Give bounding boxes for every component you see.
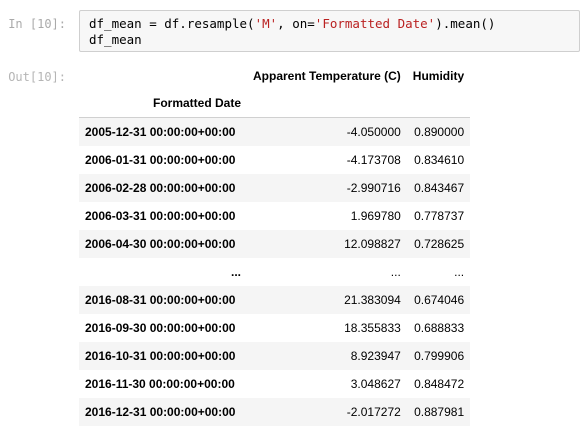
- row-index: 2016-11-30 00:00:00+00:00: [85, 377, 235, 391]
- row-index: 2016-09-30 00:00:00+00:00: [85, 321, 236, 335]
- cell-temperature: 1.969780: [350, 209, 401, 223]
- table-row: 2006-02-28 00:00:00+00:00 -2.990716 0.8434…: [79, 174, 471, 202]
- row-index: 2006-03-31 00:00:00+00:00: [85, 209, 236, 223]
- cell-temperature: -2.017272: [346, 405, 401, 419]
- row-index: 2006-02-28 00:00:00+00:00: [85, 181, 236, 195]
- cell-humidity: 0.834610: [414, 153, 465, 167]
- cell-temperature: -2.990716: [346, 181, 401, 195]
- dataframe-output: Apparent Temperature (C) Humidity Format…: [79, 63, 471, 426]
- cell-humidity: 0.848472: [414, 377, 465, 391]
- code-input-area[interactable]: df_mean = df.resample('M', on='Formatted…: [79, 10, 580, 52]
- index-name-row: Formatted Date: [79, 89, 471, 118]
- cell-humidity: 0.799906: [414, 349, 465, 363]
- corner-cell: [79, 63, 247, 89]
- column-header-temperature: Apparent Temperature (C): [253, 69, 401, 83]
- table-row: 2016-11-30 00:00:00+00:00 3.048627 0.84847…: [79, 370, 470, 398]
- cell-temperature: 18.355833: [344, 321, 401, 335]
- table-row: 2016-10-31 00:00:00+00:00 8.923947 0.79990…: [79, 342, 471, 370]
- cell-humidity: 0.688833: [414, 321, 465, 335]
- table-row: .........: [79, 258, 470, 286]
- column-header-row: Apparent Temperature (C) Humidity: [79, 63, 470, 89]
- cell-temperature: 3.048627: [350, 377, 401, 391]
- table-body: 2005-12-31 00:00:00+00:00 -4.050000 0.8900…: [79, 117, 471, 426]
- code-string: 'M': [254, 16, 278, 31]
- index-name-header: Formatted Date: [79, 89, 247, 118]
- row-index: 2016-08-31 00:00:00+00:00: [85, 293, 236, 307]
- cell-temperature: 8.923947: [350, 349, 401, 363]
- table-row: 2016-08-31 00:00:00+00:00 21.383094 0.6740…: [79, 286, 471, 314]
- table-row: 2006-03-31 00:00:00+00:00 1.969780 0.77873…: [79, 202, 470, 230]
- index-name-spacer: [247, 89, 407, 118]
- cell-temperature: ...: [390, 265, 401, 279]
- code-line-2: df_mean: [89, 32, 142, 47]
- code-line-1: df_mean = df.resample('M', on='Formatted…: [89, 16, 579, 32]
- cell-temperature: 21.383094: [344, 293, 401, 307]
- cell-temperature: -4.173708: [346, 153, 401, 167]
- cell-humidity: 0.728625: [414, 237, 465, 251]
- cell-humidity: 0.890000: [414, 125, 465, 139]
- table-row: 2016-09-30 00:00:00+00:00 18.355833 0.6888…: [79, 314, 470, 342]
- cell-humidity: 0.843467: [414, 181, 465, 195]
- row-index: 2016-10-31 00:00:00+00:00: [85, 349, 236, 363]
- cell-humidity: 0.674046: [414, 293, 465, 307]
- output-prompt: Out[10]:: [8, 70, 66, 84]
- code-token: df_mean = df.resample(: [89, 16, 255, 31]
- code-token: , on=: [277, 16, 315, 31]
- input-prompt: In [10]:: [8, 17, 66, 31]
- table-row: 2006-01-31 00:00:00+00:00 -4.173708 0.8346…: [79, 146, 470, 174]
- row-index: ...: [230, 265, 241, 279]
- row-index: 2006-04-30 00:00:00+00:00: [85, 237, 236, 251]
- row-index: 2016-12-31 00:00:00+00:00: [85, 405, 236, 419]
- index-name-spacer: [406, 89, 471, 118]
- cell-temperature: -4.050000: [346, 125, 401, 139]
- cell-temperature: 12.098827: [344, 237, 401, 251]
- cell-humidity: 0.887981: [414, 405, 465, 419]
- column-header-humidity: Humidity: [412, 69, 465, 83]
- code-string: 'Formatted Date': [314, 16, 436, 31]
- cell-humidity: ...: [454, 265, 465, 279]
- row-index: 2006-01-31 00:00:00+00:00: [85, 153, 236, 167]
- table-row: 2016-12-31 00:00:00+00:00 -2.017272 0.8879…: [79, 398, 471, 426]
- row-index: 2005-12-31 00:00:00+00:00: [85, 125, 236, 139]
- cell-humidity: 0.778737: [414, 209, 465, 223]
- table-row: 2005-12-31 00:00:00+00:00 -4.050000 0.8900…: [79, 117, 471, 146]
- table-row: 2006-04-30 00:00:00+00:00 12.098827 0.7286…: [79, 230, 471, 258]
- code-token: ).mean(): [435, 16, 496, 31]
